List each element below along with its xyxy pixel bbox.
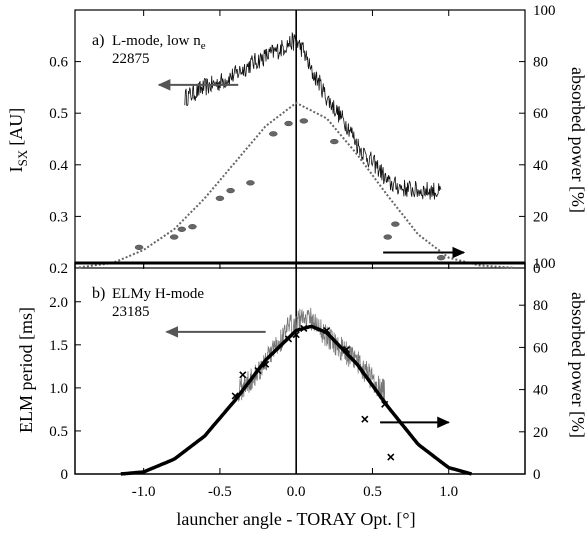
panel-b-ylabel: ELM period [ms] [16,307,36,433]
panel-a-label: a) [92,32,104,49]
panel-b-arrow-left-head [165,326,179,338]
panel-b-xtick-label: 1.0 [439,484,458,500]
panel-b-marker [323,326,331,335]
panel-a-y2tick-label: 40 [533,158,548,174]
panel-b-y2tick-label: 60 [533,340,548,356]
panel-a-ytick-label: 0.3 [49,209,68,225]
panel-b-ytick-label: 0 [61,467,69,483]
panel-a-annotation-subscript: e [201,40,206,52]
panel-b-ytick-label: 0.5 [49,424,68,440]
panel-a-marker [188,224,197,230]
panel-b-marker [361,415,369,423]
panel-b-marker [254,367,262,375]
panel-a-ytick-label: 0.2 [49,261,68,277]
panel-a-marker [226,187,235,194]
panel-a-marker [391,221,400,227]
panel-b-annotation-line1: ELMy H-mode [112,286,204,302]
panel-a-y2tick-label: 100 [533,3,556,19]
panel-a-y2tick-label: 0 [533,261,541,277]
panel-a-y2label: absorbed power [%] [568,67,587,213]
panel-b-marker [262,360,270,368]
panel-a-marker [269,131,278,137]
panel-a-y2tick-label: 80 [533,55,548,71]
panel-b-xtick-label: 0.5 [363,484,382,500]
panel-b-absorbed-power-curve [120,324,473,476]
panel-a-arrow-left-head [157,79,171,91]
panel-a-marker [246,180,255,186]
panel-a-ylabel: ISX [AU] [6,108,30,173]
panel-b-y2tick-label: 80 [533,298,548,314]
panel-b-ytick-label: 1.0 [49,381,68,397]
panel-a-trace [184,31,442,200]
panel-a-ylabel-subscript: SX [15,149,30,166]
panel-a-marker [383,234,392,240]
panel-a-ylabel-unit: [AU] [6,108,26,146]
panel-b-marker [381,400,389,408]
panel-a-annotation-text: L-mode, low n [112,33,201,49]
panel-b-y2label: absorbed power [%] [568,292,587,438]
panel-a-marker [330,138,339,145]
panel-b-marker [239,371,247,379]
panel-a-marker [299,118,309,124]
panel-a-marker [134,244,144,251]
panel-b-xtick-label: -1.0 [132,484,156,500]
panel-a-frame [74,9,526,269]
panel-a-y2tick-label: 60 [533,106,548,122]
panel-b-ytick-label: 2.0 [49,295,68,311]
panel-b-trace [237,307,386,402]
panel-b-marker [231,392,239,400]
panel-a-marker [215,195,225,201]
panel-a-absorbed-power-curve [74,101,518,269]
panel-b-marker [300,324,308,332]
panel-b-ytick-label: 1.5 [49,338,68,354]
panel-b-marker [284,335,293,343]
panel-a-ytick-label: 0.6 [49,55,68,71]
panel-b-marker [342,345,351,354]
panel-b-marker [387,453,395,461]
panel-b-arrow-right-head [437,416,450,429]
panel-a-annotation-line2: 22875 [112,51,150,67]
panel-a-y2tick-label: 20 [533,209,548,225]
panel-b-y2tick-label: 100 [533,256,556,272]
panel-a-marker [284,120,293,127]
panel-b-xtick-label: 0.0 [287,484,306,500]
x-axis-label: launcher angle - TORAY Opt. [°] [176,509,415,529]
panel-b-marker [292,331,300,339]
panel-a-marker [436,255,446,261]
panel-a-ylabel-symbol: I [6,166,26,172]
panel-b: b) ELMy H-mode 23185 ELM period [ms] abs… [16,256,587,500]
panel-b-annotation-line2: 23185 [112,304,150,320]
panel-a: a) L-mode, low ne 22875 ISX [AU] absorbed… [6,3,587,277]
panel-b-label: b) [92,285,105,302]
panel-a-annotation-line1: L-mode, low ne [112,33,206,52]
panel-a-marker [177,226,187,232]
panel-a-marker [169,234,179,240]
panel-b-y2tick-label: 0 [533,467,541,483]
panel-b-y2tick-label: 20 [533,425,548,441]
panel-a-ytick-label: 0.4 [49,158,68,174]
panel-a-ytick-label: 0.5 [49,106,68,122]
panel-a-arrow-right-head [452,246,466,259]
panel-b-xtick-label: -0.5 [208,484,232,500]
panel-b-y2tick-label: 40 [533,383,548,399]
